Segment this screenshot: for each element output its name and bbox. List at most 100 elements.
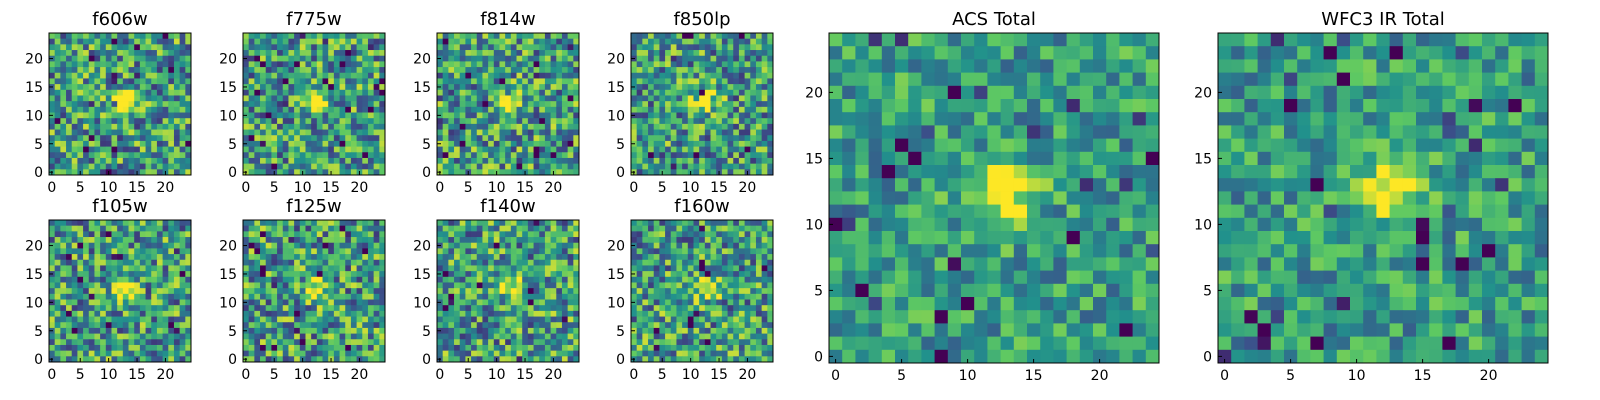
heatmap-cell: [66, 333, 73, 340]
heatmap-cell: [704, 67, 711, 74]
heatmap-cell: [454, 310, 461, 317]
heatmap-cell: [151, 33, 158, 40]
heatmap-cell: [254, 89, 261, 96]
heatmap-cell: [539, 157, 546, 165]
y-tick-label: 5: [422, 137, 431, 153]
heatmap-cell: [66, 140, 73, 147]
heatmap-cell: [544, 152, 551, 159]
heatmap-cell: [459, 140, 466, 147]
heatmap-cell: [265, 106, 272, 113]
heatmap-cell: [254, 106, 261, 113]
heatmap-cell: [316, 356, 323, 363]
heatmap-cell: [94, 242, 101, 249]
heatmap-cell: [482, 220, 489, 227]
heatmap-cell: [744, 271, 751, 278]
heatmap-cell: [631, 44, 638, 51]
heatmap-cell: [128, 118, 135, 125]
heatmap-cell: [533, 61, 540, 68]
heatmap-cell: [49, 265, 56, 272]
heatmap-cell: [510, 38, 517, 45]
heatmap-cell: [71, 282, 78, 289]
heatmap-cell: [277, 327, 284, 334]
heatmap-cell: [185, 282, 192, 289]
heatmap-cell: [128, 61, 135, 68]
heatmap-cell: [738, 146, 745, 153]
heatmap-cell: [682, 89, 689, 96]
heatmap-cell: [248, 339, 255, 346]
x-tick-label: 15: [128, 367, 146, 383]
heatmap-cell: [567, 67, 574, 74]
heatmap-cell: [328, 55, 335, 62]
heatmap-cell: [373, 84, 380, 91]
heatmap-cell: [162, 276, 169, 283]
heatmap-cell: [111, 299, 118, 306]
heatmap-cell: [636, 106, 643, 113]
heatmap-cell: [544, 89, 551, 96]
heatmap-cell: [83, 78, 90, 85]
heatmap-cell: [561, 265, 569, 272]
heatmap-cell: [488, 101, 495, 108]
heatmap-cell: [151, 242, 158, 249]
heatmap-cell: [653, 293, 660, 300]
heatmap-cell: [471, 339, 478, 346]
heatmap-cell: [544, 118, 551, 125]
heatmap-cell: [271, 225, 278, 232]
heatmap-cell: [539, 67, 546, 74]
heatmap-cell: [49, 78, 56, 85]
heatmap-cell: [556, 231, 563, 238]
heatmap-cell: [254, 61, 261, 68]
x-tick-label: 5: [270, 367, 279, 383]
heatmap-cell: [659, 299, 666, 306]
heatmap-cell: [117, 231, 124, 238]
heatmap-cell: [448, 118, 455, 125]
heatmap-cell: [567, 38, 574, 45]
heatmap-cell: [561, 61, 569, 68]
heatmap-cell: [676, 38, 683, 45]
heatmap-cell: [710, 276, 717, 283]
y-tick-label: 15: [25, 80, 43, 96]
heatmap-cell: [362, 106, 369, 113]
heatmap-cell: [322, 316, 329, 323]
heatmap-cell: [733, 157, 740, 165]
heatmap-cell: [761, 123, 768, 130]
heatmap-cell: [642, 123, 649, 130]
heatmap-cell: [556, 339, 563, 346]
heatmap-cell: [488, 140, 495, 147]
heatmap-cell: [49, 322, 56, 329]
heatmap-cell: [345, 146, 352, 153]
heatmap-cell: [316, 101, 323, 108]
heatmap-cell: [761, 44, 768, 51]
heatmap-cell: [350, 220, 357, 227]
heatmap-cell: [322, 242, 329, 249]
heatmap-cell: [482, 163, 489, 170]
heatmap-cell: [260, 50, 267, 57]
heatmap-cell: [676, 288, 683, 295]
heatmap-cell: [185, 327, 192, 334]
heatmap-cell: [533, 163, 540, 170]
heatmap-cell: [316, 288, 323, 295]
heatmap-cell: [367, 152, 375, 159]
heatmap-cell: [66, 38, 73, 45]
heatmap-cell: [653, 316, 660, 323]
heatmap-cell: [294, 220, 301, 227]
heatmap-cell: [60, 146, 67, 153]
heatmap-cell: [271, 163, 278, 170]
heatmap-cell: [755, 38, 763, 45]
heatmap-cell: [448, 356, 455, 363]
heatmap-cell: [488, 254, 495, 261]
heatmap-cell: [282, 248, 289, 255]
heatmap-cell: [493, 163, 500, 170]
heatmap-cell: [659, 33, 666, 40]
heatmap-cell: [185, 50, 192, 57]
heatmap-cell: [60, 333, 67, 340]
heatmap-cell: [465, 157, 472, 165]
heatmap-cell: [653, 33, 660, 40]
heatmap-cell: [71, 339, 78, 346]
heatmap-cell: [379, 152, 386, 159]
heatmap-cell: [254, 163, 261, 170]
heatmap-cell: [333, 276, 340, 283]
heatmap-cell: [322, 356, 329, 363]
heatmap-cell: [476, 135, 483, 142]
heatmap-cell: [733, 152, 740, 159]
heatmap-cell: [49, 259, 56, 266]
